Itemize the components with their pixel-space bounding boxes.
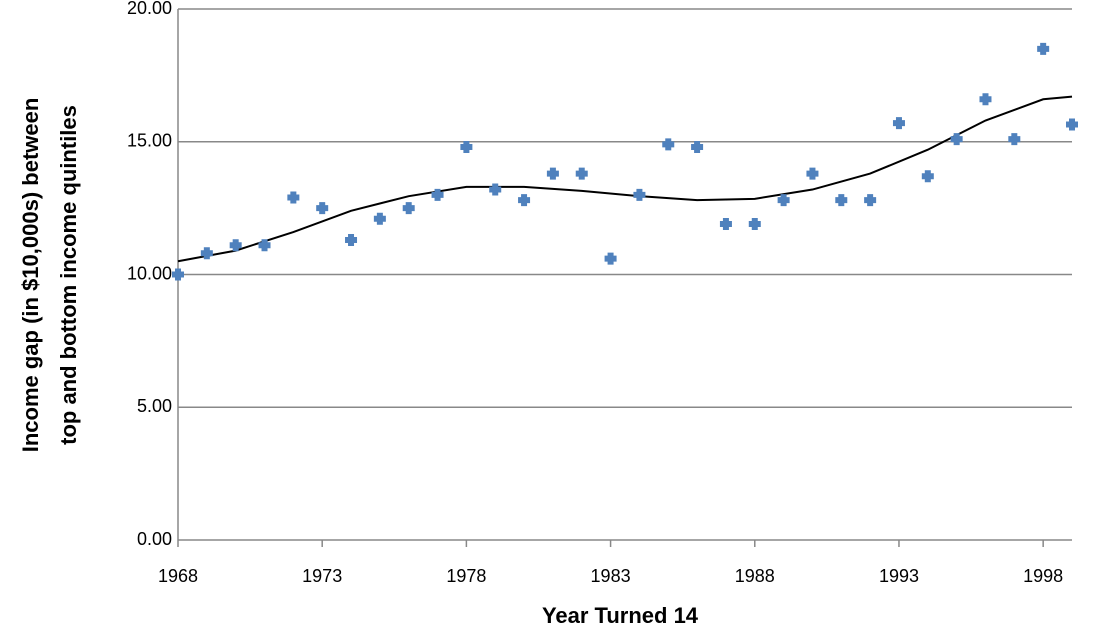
point <box>489 183 502 196</box>
point <box>546 167 559 180</box>
point <box>575 167 588 180</box>
point <box>691 141 704 154</box>
point <box>402 202 415 215</box>
point <box>229 239 242 252</box>
y-tick-label: 20.00 <box>127 0 172 18</box>
point <box>921 170 934 183</box>
y-axis-title: Income gap (in $10,000s) between <box>18 98 43 453</box>
point <box>258 239 271 252</box>
point <box>719 218 732 231</box>
x-tick-label: 1998 <box>1023 566 1063 586</box>
y-tick-label: 15.00 <box>127 131 172 151</box>
x-tick-label: 1983 <box>591 566 631 586</box>
x-tick-label: 1988 <box>735 566 775 586</box>
point <box>518 194 531 207</box>
point <box>200 247 213 260</box>
y-tick-label: 10.00 <box>127 263 172 283</box>
point <box>748 218 761 231</box>
point <box>373 212 386 225</box>
point <box>979 93 992 106</box>
point <box>604 252 617 265</box>
point <box>835 194 848 207</box>
point <box>460 141 473 154</box>
point <box>316 202 329 215</box>
point <box>633 188 646 201</box>
point <box>1066 118 1078 131</box>
trend-line <box>177 95 1073 263</box>
point <box>777 194 790 207</box>
y-tick-label: 0.00 <box>137 529 172 549</box>
point <box>662 138 675 151</box>
point <box>287 191 300 204</box>
point <box>806 167 819 180</box>
y-tick-label: 5.00 <box>137 396 172 416</box>
x-tick-label: 1968 <box>158 566 198 586</box>
y-axis-title: top and bottom income quintiles <box>56 105 81 445</box>
x-tick-label: 1993 <box>879 566 919 586</box>
point <box>1037 42 1050 55</box>
x-tick-label: 1978 <box>446 566 486 586</box>
x-tick-label: 1973 <box>302 566 342 586</box>
point <box>172 268 184 281</box>
point <box>431 188 444 201</box>
point <box>892 117 905 130</box>
point <box>1008 133 1021 146</box>
point <box>950 133 963 146</box>
point <box>345 233 358 246</box>
x-axis-title: Year Turned 14 <box>542 603 699 628</box>
point <box>864 194 877 207</box>
